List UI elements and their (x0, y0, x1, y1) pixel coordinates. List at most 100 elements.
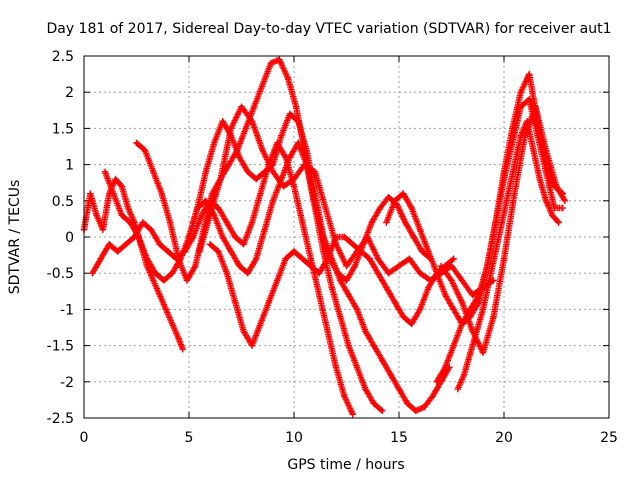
data-point (469, 291, 476, 299)
data-point (177, 255, 184, 262)
data-point (133, 139, 140, 147)
data-point (192, 262, 199, 270)
data-point (500, 175, 508, 183)
data-point (490, 313, 497, 320)
data-point (198, 212, 205, 219)
data-point (498, 219, 506, 226)
data-point (467, 306, 474, 313)
data-point (555, 219, 562, 226)
y-tick-label: 2 (65, 85, 74, 101)
data-point (185, 233, 193, 241)
data-point (259, 146, 266, 154)
data-point (267, 60, 275, 67)
data-point (486, 277, 493, 284)
data-point (395, 262, 403, 270)
data-point (387, 371, 394, 378)
data-point (517, 89, 524, 96)
data-point (429, 393, 436, 400)
data-point (158, 190, 165, 197)
data-point (442, 291, 449, 299)
data-point (257, 320, 264, 328)
data-point (542, 197, 550, 204)
data-point (232, 298, 239, 306)
data-point (106, 241, 113, 248)
data-point (257, 190, 264, 197)
data-point (343, 262, 350, 270)
x-tick-label: 15 (390, 430, 408, 446)
data-point (320, 233, 327, 241)
data-point (500, 255, 508, 262)
data-point (551, 204, 558, 212)
data-point (112, 175, 119, 183)
series-track-8 (383, 70, 566, 328)
data-point (343, 277, 350, 284)
data-point (253, 175, 260, 183)
data-point (322, 204, 329, 212)
data-point (383, 219, 390, 226)
y-tick-label: -2 (60, 375, 74, 391)
data-point (259, 81, 266, 89)
data-point (492, 248, 499, 255)
data-point (295, 139, 302, 147)
data-point (366, 255, 373, 262)
data-point (286, 110, 293, 118)
data-point (351, 262, 359, 270)
data-point (118, 183, 125, 190)
data-point (341, 233, 348, 241)
data-point (194, 204, 201, 212)
data-point (299, 255, 306, 262)
data-point (368, 219, 375, 226)
data-point (183, 277, 191, 284)
data-point (511, 161, 518, 168)
data-point (412, 407, 419, 414)
data-point (410, 233, 417, 241)
data-point (341, 393, 348, 400)
data-point (416, 306, 424, 313)
x-tick-label: 0 (80, 430, 89, 446)
data-point (232, 233, 239, 241)
x-tick-label: 10 (285, 430, 303, 446)
data-point (175, 335, 182, 342)
data-point (206, 241, 214, 248)
data-point (141, 146, 149, 154)
data-point (362, 327, 369, 335)
series-track-5 (185, 110, 453, 414)
data-point (290, 175, 298, 183)
data-point (324, 255, 331, 262)
data-point (166, 219, 174, 226)
data-point (448, 277, 455, 284)
data-point (219, 117, 226, 125)
data-point (301, 161, 308, 168)
data-point (219, 233, 226, 241)
data-point (89, 270, 96, 277)
data-point (353, 364, 361, 371)
data-point (505, 190, 512, 197)
series-track-7 (206, 233, 457, 349)
data-point (99, 226, 107, 233)
series-track-3 (133, 56, 434, 284)
y-tick-label: 0 (65, 230, 74, 246)
data-point (526, 70, 533, 78)
data-point (553, 183, 560, 190)
data-point (236, 262, 243, 270)
data-point (408, 320, 415, 328)
data-point (416, 226, 424, 233)
data-point (124, 204, 132, 212)
data-point (276, 56, 283, 63)
data-point (492, 219, 499, 226)
data-point (385, 270, 392, 277)
y-tick-label: -0.5 (47, 266, 74, 282)
data-point (349, 241, 356, 248)
data-point (400, 313, 407, 320)
data-point (364, 233, 371, 241)
data-point (217, 175, 224, 183)
data-point (118, 212, 125, 219)
data-point (379, 407, 386, 414)
data-point (479, 306, 487, 313)
data-point (395, 385, 403, 393)
series-track-11 (454, 117, 562, 393)
data-point (261, 226, 268, 233)
data-point (433, 270, 440, 277)
data-point (269, 168, 277, 176)
data-point (418, 248, 426, 255)
